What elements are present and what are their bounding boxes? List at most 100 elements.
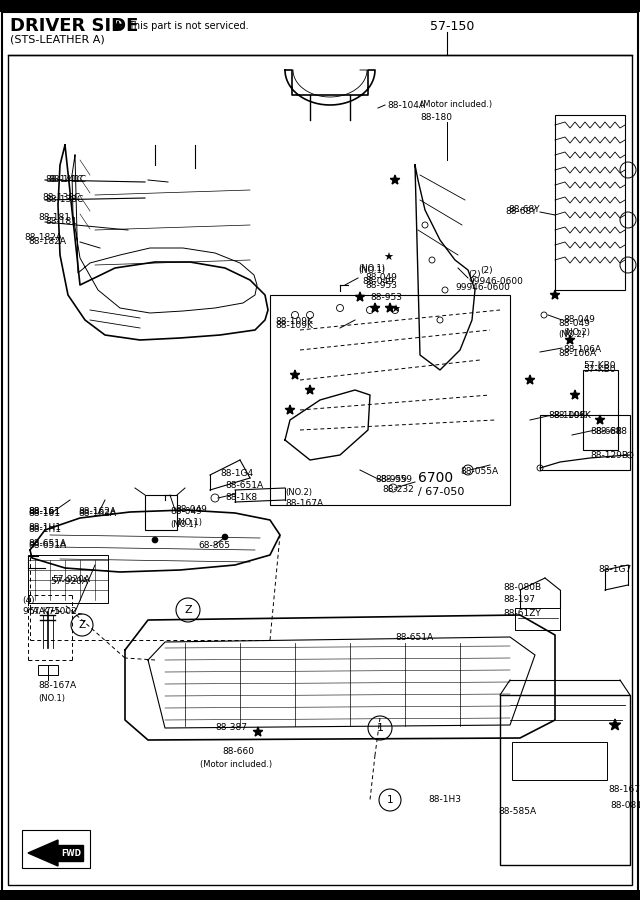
Text: 9YAA7-1002: 9YAA7-1002	[22, 608, 77, 616]
Text: 88-1G7: 88-1G7	[598, 565, 631, 574]
Text: 99946-0600: 99946-0600	[468, 277, 523, 286]
Text: 88-167A: 88-167A	[38, 680, 76, 689]
Text: 88-959: 88-959	[380, 475, 412, 484]
Text: ★: ★	[370, 305, 380, 315]
Text: 88-688: 88-688	[590, 428, 622, 436]
Text: 88-109K: 88-109K	[275, 320, 313, 329]
Circle shape	[222, 534, 228, 540]
Circle shape	[152, 537, 158, 543]
Text: 88-104A: 88-104A	[387, 101, 425, 110]
Text: 88-181: 88-181	[45, 218, 77, 227]
Text: 57-920A: 57-920A	[52, 575, 90, 584]
Text: 88-138C: 88-138C	[45, 195, 83, 204]
Text: 88-167A: 88-167A	[285, 500, 323, 508]
Bar	[515, 608, 560, 630]
Text: 88-161: 88-161	[28, 508, 60, 518]
Bar	[270, 295, 510, 505]
Text: 88-141C: 88-141C	[45, 176, 83, 184]
Text: (NO.2): (NO.2)	[285, 488, 312, 497]
Text: 88-232: 88-232	[382, 485, 413, 494]
Text: DRIVER SIDE: DRIVER SIDE	[10, 17, 138, 35]
Bar	[555, 115, 625, 290]
Bar	[22, 830, 90, 868]
Text: 88-109K: 88-109K	[275, 318, 313, 327]
Polygon shape	[58, 845, 83, 861]
Bar	[583, 370, 618, 450]
Text: ★: ★	[383, 253, 393, 263]
Text: 88-106A: 88-106A	[558, 348, 596, 357]
Text: 57-920A: 57-920A	[50, 578, 88, 587]
Bar	[540, 415, 630, 470]
Text: 88-049: 88-049	[175, 506, 207, 515]
Text: 6700: 6700	[418, 471, 453, 485]
Text: (NO.1): (NO.1)	[358, 264, 385, 273]
Polygon shape	[609, 719, 621, 730]
Bar	[512, 742, 607, 780]
Text: 88-049: 88-049	[362, 277, 394, 286]
Text: 88-387: 88-387	[215, 724, 247, 733]
Polygon shape	[525, 375, 535, 384]
Text: 88-049: 88-049	[563, 316, 595, 325]
Text: 88-1G4: 88-1G4	[220, 469, 253, 478]
Text: 88-1H3: 88-1H3	[428, 796, 461, 805]
Polygon shape	[595, 415, 605, 424]
Polygon shape	[113, 21, 123, 30]
Text: FWD: FWD	[61, 849, 81, 858]
Text: Z: Z	[184, 605, 192, 615]
Text: (NO.2): (NO.2)	[563, 328, 590, 337]
Text: (NO.1): (NO.1)	[38, 694, 65, 703]
Text: 88-61ZY: 88-61ZY	[503, 608, 541, 617]
Polygon shape	[371, 303, 380, 312]
Text: 88-182A: 88-182A	[28, 238, 66, 247]
Bar	[0, 890, 640, 900]
Polygon shape	[291, 370, 300, 379]
Text: 88-129B: 88-129B	[590, 451, 628, 460]
Text: 88-688: 88-688	[595, 428, 627, 436]
Text: 88-049: 88-049	[558, 319, 590, 328]
Text: (2): (2)	[468, 271, 481, 280]
Text: 88-1H1: 88-1H1	[28, 524, 61, 533]
Bar	[0, 0, 640, 12]
Text: 88-651A: 88-651A	[28, 541, 66, 550]
Text: 88-109K: 88-109K	[548, 410, 586, 419]
Text: This part is not serviced.: This part is not serviced.	[128, 21, 248, 31]
Text: 88-953: 88-953	[370, 293, 402, 302]
Text: 88-68Y: 88-68Y	[508, 205, 540, 214]
Text: 88-182A: 88-182A	[24, 233, 62, 242]
Bar	[28, 555, 108, 603]
Text: ★: ★	[390, 305, 400, 315]
Text: (NO.1): (NO.1)	[170, 519, 197, 528]
Text: (2): (2)	[480, 266, 493, 274]
Text: 88-049: 88-049	[365, 274, 397, 283]
Bar	[145, 495, 177, 530]
Polygon shape	[28, 840, 58, 866]
Text: 57-K75: 57-K75	[28, 608, 60, 616]
Text: (Motor included.): (Motor included.)	[200, 760, 272, 769]
Text: 88-106A: 88-106A	[563, 346, 601, 355]
Text: 88-585A: 88-585A	[498, 807, 536, 816]
Text: 88-138C: 88-138C	[42, 194, 80, 202]
Text: 68-865: 68-865	[198, 541, 230, 550]
Text: (STS-LEATHER A): (STS-LEATHER A)	[10, 35, 105, 45]
Polygon shape	[550, 290, 560, 299]
Text: (Motor included.): (Motor included.)	[420, 101, 492, 110]
Text: 88-651A: 88-651A	[395, 634, 433, 643]
Polygon shape	[285, 405, 295, 414]
Text: 88-197: 88-197	[503, 596, 535, 605]
Text: (NO.2): (NO.2)	[558, 330, 585, 339]
Polygon shape	[385, 303, 395, 312]
Text: 88-167F: 88-167F	[608, 786, 640, 795]
Text: 88-141C: 88-141C	[48, 176, 86, 184]
Text: (NO.1): (NO.1)	[175, 518, 202, 526]
Text: / 67-050: / 67-050	[418, 487, 465, 497]
Text: 99946-0600: 99946-0600	[455, 283, 510, 292]
Text: 88-1K8: 88-1K8	[225, 493, 257, 502]
Text: 88-660: 88-660	[222, 748, 254, 757]
Text: 88-055A: 88-055A	[460, 467, 498, 476]
Text: 88-081B: 88-081B	[610, 800, 640, 809]
Text: 88-080B: 88-080B	[503, 583, 541, 592]
Text: 88-049: 88-049	[170, 508, 202, 517]
Text: 57-KB0: 57-KB0	[583, 361, 616, 370]
Text: 88-1H1: 88-1H1	[28, 526, 61, 535]
Polygon shape	[253, 727, 263, 736]
